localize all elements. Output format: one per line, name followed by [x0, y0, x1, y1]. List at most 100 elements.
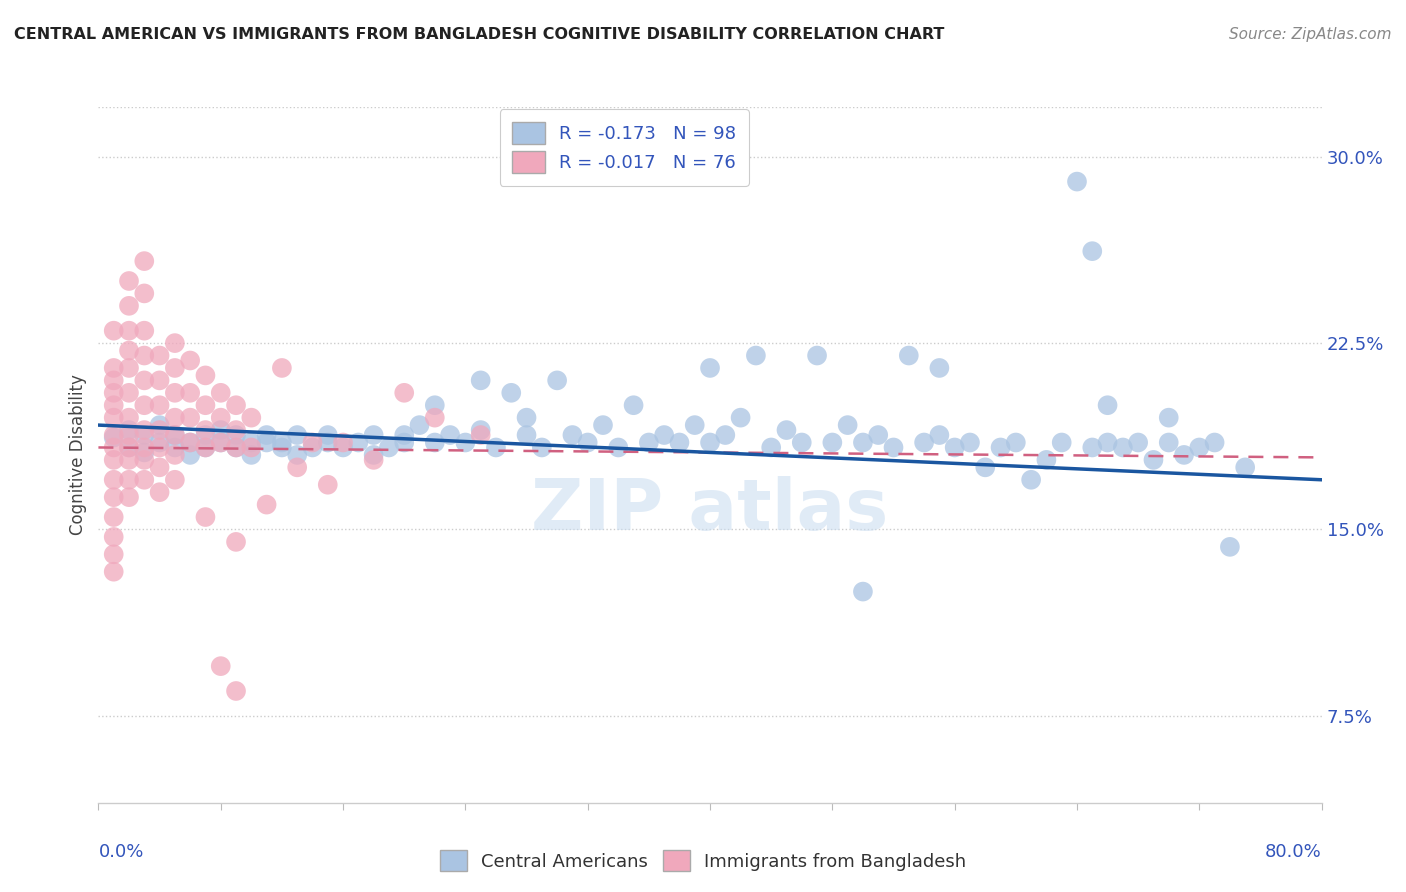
Point	[470, 423, 492, 437]
Point	[179, 448, 201, 462]
Point	[1035, 453, 1057, 467]
Point	[134, 324, 156, 338]
Point	[134, 373, 156, 387]
Y-axis label: Cognitive Disability: Cognitive Disability	[69, 375, 87, 535]
Point	[149, 423, 172, 437]
Point	[378, 441, 401, 455]
Point	[179, 435, 201, 450]
Point	[209, 423, 232, 437]
Point	[149, 460, 172, 475]
Point	[118, 385, 141, 400]
Point	[1097, 435, 1119, 450]
Point	[149, 373, 172, 387]
Point	[1004, 435, 1026, 450]
Point	[546, 373, 568, 387]
Legend: Central Americans, Immigrants from Bangladesh: Central Americans, Immigrants from Bangl…	[433, 843, 973, 879]
Point	[225, 441, 247, 455]
Point	[209, 659, 232, 673]
Point	[103, 565, 125, 579]
Point	[240, 448, 263, 462]
Point	[470, 428, 492, 442]
Point	[668, 435, 690, 450]
Point	[163, 473, 186, 487]
Point	[285, 460, 308, 475]
Point	[240, 441, 263, 455]
Point	[270, 361, 292, 376]
Point	[103, 530, 125, 544]
Point	[103, 385, 125, 400]
Text: 0.0%: 0.0%	[98, 843, 143, 861]
Point	[301, 435, 323, 450]
Point	[423, 435, 446, 450]
Point	[485, 441, 508, 455]
Point	[1112, 441, 1135, 455]
Point	[209, 435, 232, 450]
Point	[256, 435, 278, 450]
Point	[912, 435, 935, 450]
Point	[332, 441, 354, 455]
Point	[699, 361, 721, 376]
Point	[1081, 244, 1104, 259]
Point	[194, 441, 217, 455]
Point	[134, 453, 156, 467]
Point	[423, 398, 446, 412]
Point	[1173, 448, 1195, 462]
Point	[225, 535, 247, 549]
Point	[103, 547, 125, 561]
Point	[134, 428, 156, 442]
Point	[1157, 410, 1180, 425]
Point	[163, 441, 186, 455]
Point	[592, 418, 614, 433]
Point	[194, 368, 217, 383]
Point	[225, 423, 247, 437]
Point	[516, 410, 538, 425]
Point	[270, 435, 292, 450]
Point	[225, 428, 247, 442]
Point	[974, 460, 997, 475]
Point	[103, 431, 125, 445]
Point	[576, 435, 599, 450]
Point	[652, 428, 675, 442]
Point	[1234, 460, 1257, 475]
Point	[1050, 435, 1073, 450]
Point	[103, 324, 125, 338]
Point	[1142, 453, 1164, 467]
Point	[194, 398, 217, 412]
Point	[225, 441, 247, 455]
Point	[103, 361, 125, 376]
Point	[103, 398, 125, 412]
Point	[240, 435, 263, 450]
Point	[1219, 540, 1241, 554]
Point	[439, 428, 461, 442]
Point	[103, 490, 125, 504]
Point	[852, 435, 875, 450]
Point	[821, 435, 844, 450]
Point	[714, 428, 737, 442]
Point	[316, 435, 339, 450]
Point	[240, 410, 263, 425]
Point	[163, 448, 186, 462]
Point	[470, 373, 492, 387]
Point	[745, 349, 768, 363]
Point	[561, 428, 583, 442]
Point	[149, 349, 172, 363]
Point	[118, 299, 141, 313]
Point	[194, 510, 217, 524]
Point	[209, 435, 232, 450]
Point	[179, 435, 201, 450]
Point	[775, 423, 797, 437]
Point	[623, 398, 645, 412]
Point	[179, 353, 201, 368]
Legend: R = -0.173   N = 98, R = -0.017   N = 76: R = -0.173 N = 98, R = -0.017 N = 76	[499, 109, 749, 186]
Point	[149, 435, 172, 450]
Point	[194, 428, 217, 442]
Point	[256, 428, 278, 442]
Point	[928, 428, 950, 442]
Point	[316, 477, 339, 491]
Point	[1188, 441, 1211, 455]
Point	[209, 385, 232, 400]
Point	[103, 453, 125, 467]
Point	[928, 361, 950, 376]
Point	[103, 510, 125, 524]
Point	[943, 441, 966, 455]
